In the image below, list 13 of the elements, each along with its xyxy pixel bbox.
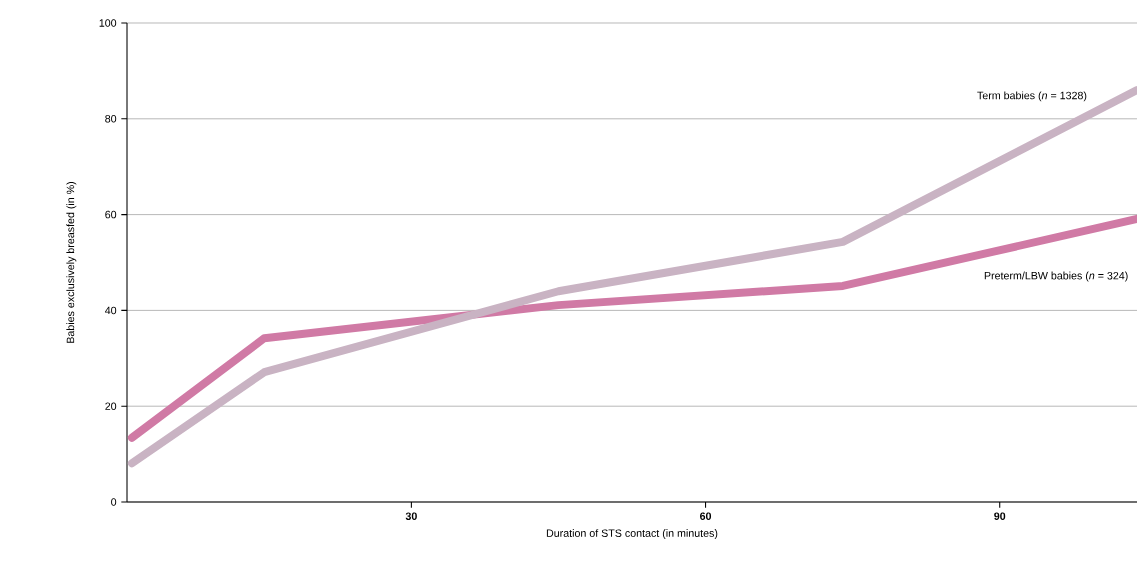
x-axis-title: Duration of STS contact (in minutes) [546,529,718,540]
y-tick-label: 100 [99,19,117,27]
x-tick-label: 90 [994,512,1006,520]
series-label: Preterm/LBW babies (n = 324) [984,271,1128,282]
y-tick-label: 60 [105,210,117,219]
y-tick-label: 20 [105,402,117,410]
x-tick-label: 60 [700,512,712,520]
x-tick-label: 30 [405,512,417,520]
y-tick-label: 0 [111,498,117,506]
y-axis-title: Babies exclusively breasfed (in %) [66,181,77,343]
y-tick-label: 40 [104,306,117,315]
series-label: Term babies (n = 1328) [977,91,1087,102]
y-tick-label: 80 [105,115,117,123]
